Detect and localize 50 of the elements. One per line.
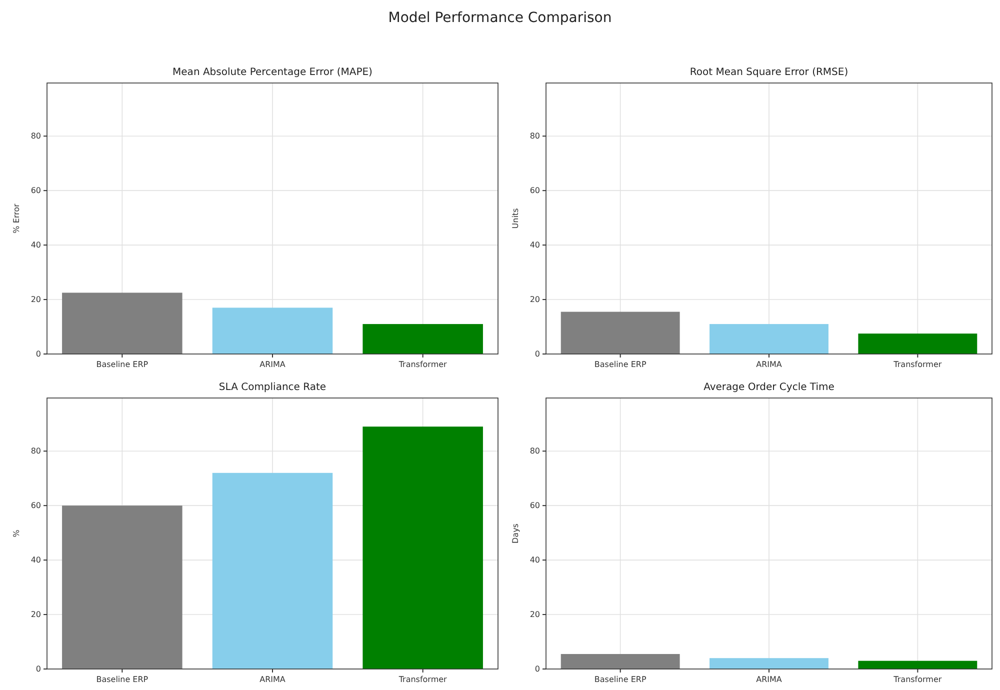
y-tick-label: 20 xyxy=(530,295,540,304)
y-tick-label: 60 xyxy=(30,501,41,510)
chart-title: Root Mean Square Error (RMSE) xyxy=(690,67,848,78)
y-tick-label: 40 xyxy=(30,240,41,250)
bar xyxy=(212,308,333,354)
chart-title: Average Order Cycle Time xyxy=(704,382,834,393)
bar xyxy=(362,324,483,354)
y-tick-label: 80 xyxy=(30,132,41,141)
x-tick-label: Transformer xyxy=(892,360,942,369)
y-axis-title: % Error xyxy=(12,202,21,234)
y-tick-label: 60 xyxy=(530,186,540,196)
x-tick-label: ARIMA xyxy=(756,360,782,369)
y-tick-label: 60 xyxy=(30,186,41,196)
y-tick-label: 80 xyxy=(30,446,41,456)
y-tick-label: 40 xyxy=(530,556,540,565)
x-tick-label: Transformer xyxy=(398,675,448,684)
bar xyxy=(858,334,978,354)
bar xyxy=(560,312,680,354)
y-tick-label: 40 xyxy=(30,556,41,565)
chart-title: Mean Absolute Percentage Error (MAPE) xyxy=(172,67,373,78)
y-tick-label: 0 xyxy=(534,664,540,674)
y-axis-title: Units xyxy=(511,208,520,229)
x-tick-label: Baseline ERP xyxy=(594,675,646,684)
y-axis-title: Days xyxy=(511,524,520,544)
x-tick-label: ARIMA xyxy=(260,360,286,369)
y-tick-label: 20 xyxy=(530,610,540,620)
y-tick-label: 0 xyxy=(36,350,41,359)
x-tick-label: ARIMA xyxy=(756,675,782,684)
y-tick-label: 0 xyxy=(534,350,540,359)
x-tick-label: Baseline ERP xyxy=(96,360,148,369)
y-tick-label: 60 xyxy=(530,501,540,510)
y-tick-label: 40 xyxy=(530,240,540,250)
x-tick-label: Baseline ERP xyxy=(594,360,646,369)
x-tick-label: Transformer xyxy=(892,675,942,684)
text: Model Performance Comparison xyxy=(388,10,612,26)
bar xyxy=(710,324,828,354)
y-tick-label: 20 xyxy=(30,295,41,304)
y-axis-title: % xyxy=(12,529,21,538)
bar xyxy=(62,506,182,669)
y-tick-label: 20 xyxy=(30,610,41,620)
x-tick-label: Transformer xyxy=(398,360,448,369)
bar xyxy=(212,472,333,669)
bar xyxy=(62,292,182,354)
y-tick-label: 80 xyxy=(530,132,540,141)
x-tick-label: ARIMA xyxy=(260,675,286,684)
y-tick-label: 0 xyxy=(36,664,41,674)
x-tick-label: Baseline ERP xyxy=(96,675,148,684)
bar xyxy=(362,426,483,669)
chart-title: SLA Compliance Rate xyxy=(218,382,326,393)
y-tick-label: 80 xyxy=(530,446,540,456)
